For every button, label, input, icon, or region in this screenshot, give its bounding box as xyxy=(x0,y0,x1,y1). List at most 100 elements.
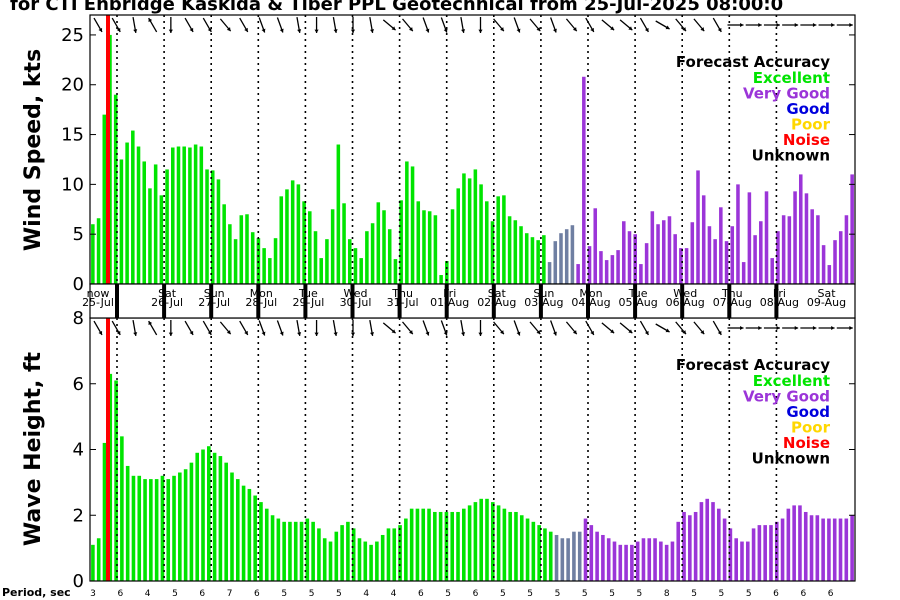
arrow-head xyxy=(665,328,670,333)
bar xyxy=(798,174,803,284)
period-value: 7 xyxy=(227,589,233,599)
bar xyxy=(422,210,426,284)
bar xyxy=(171,147,175,284)
direction-arrow xyxy=(529,18,541,32)
bar xyxy=(193,144,198,284)
direction-arrow xyxy=(655,323,670,333)
direction-arrow xyxy=(675,321,687,335)
y-tick-label: 0 xyxy=(73,274,84,295)
bar xyxy=(705,498,710,581)
direction-arrow xyxy=(460,17,466,33)
arrow-head xyxy=(590,27,594,32)
bar xyxy=(328,541,333,581)
bar xyxy=(166,479,171,581)
direction-arrow xyxy=(601,322,615,334)
bar xyxy=(850,515,854,581)
bar xyxy=(833,240,837,284)
direction-arrow xyxy=(402,321,414,335)
bar xyxy=(438,511,443,581)
bar xyxy=(719,207,723,284)
bar xyxy=(564,229,569,284)
bar xyxy=(282,521,286,581)
arrow-head xyxy=(849,22,853,28)
bar xyxy=(536,240,540,284)
date-label: 07-Aug xyxy=(713,296,752,309)
legend-item: Very Good xyxy=(743,85,830,103)
day-separator xyxy=(727,284,732,318)
bar xyxy=(369,544,373,581)
bar xyxy=(96,218,101,284)
bar xyxy=(427,508,431,581)
arrow-head xyxy=(314,332,319,336)
bar xyxy=(583,518,588,581)
date-label: 27-Jul xyxy=(198,296,230,309)
bar xyxy=(114,380,118,581)
direction-arrow xyxy=(513,17,521,33)
bar xyxy=(736,184,740,284)
bar xyxy=(740,541,744,581)
bar xyxy=(247,488,252,581)
bar xyxy=(781,215,786,284)
bar xyxy=(410,166,415,284)
bar xyxy=(290,180,295,284)
period-value: 5 xyxy=(281,589,287,599)
arrow-head xyxy=(461,29,466,33)
period-value: 5 xyxy=(582,589,588,599)
direction-arrow xyxy=(422,320,430,336)
day-of-week-label: Thu xyxy=(391,287,413,300)
period-value: 5 xyxy=(445,589,451,599)
direction-arrow xyxy=(219,18,232,32)
bar xyxy=(667,216,672,284)
bar xyxy=(776,231,780,284)
bar xyxy=(599,251,603,284)
bar xyxy=(850,174,854,284)
arrow-head xyxy=(572,27,577,32)
wave-y-axis-label: Wave Height, ft xyxy=(21,351,46,546)
bar xyxy=(250,232,255,284)
period-value: 6 xyxy=(418,589,424,599)
bar xyxy=(844,215,849,284)
bar xyxy=(462,173,466,284)
bar xyxy=(259,502,263,581)
bar xyxy=(299,521,304,581)
bar xyxy=(370,223,375,284)
date-label: 25-Jul xyxy=(82,296,114,309)
bar xyxy=(357,538,362,581)
bar xyxy=(688,515,692,581)
bar xyxy=(479,184,483,284)
bar xyxy=(313,231,318,284)
bar xyxy=(346,521,350,581)
bar xyxy=(142,161,147,284)
bar xyxy=(803,511,808,581)
bar xyxy=(262,248,266,284)
bar xyxy=(288,521,292,581)
bar xyxy=(676,521,681,581)
date-label: 30-Jul xyxy=(340,296,372,309)
arrow-head xyxy=(590,330,594,335)
y-tick-label: 4 xyxy=(73,440,84,461)
direction-arrow xyxy=(675,18,687,32)
bar xyxy=(543,528,547,581)
bar xyxy=(525,518,530,581)
direction-arrow xyxy=(460,320,466,336)
direction-arrow xyxy=(493,321,505,335)
wind-speed-panel: 0 5 10 15 20 25 Forecast AccuracyExcellentVery… xyxy=(61,14,856,295)
direction-arrow xyxy=(782,325,799,331)
arrow-head xyxy=(207,330,212,335)
day-of-week-label: now xyxy=(87,287,110,300)
date-label: 01-Aug xyxy=(430,296,469,309)
legend-item: Noise xyxy=(783,131,830,149)
day-of-week-label: Sun xyxy=(533,287,554,300)
bar xyxy=(485,201,489,284)
day-separator xyxy=(209,284,214,318)
direction-arrow xyxy=(836,325,853,331)
bar xyxy=(439,275,443,284)
bar xyxy=(786,508,791,581)
bar xyxy=(382,210,386,284)
bar xyxy=(96,538,101,581)
bar xyxy=(228,224,232,284)
bar xyxy=(769,525,773,581)
direction-arrow xyxy=(601,19,615,31)
bar xyxy=(108,373,113,581)
